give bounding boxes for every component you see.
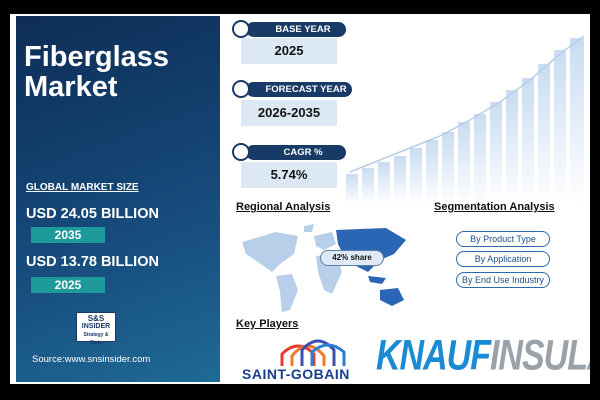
icon [232,143,250,161]
segment-pill: By End Use Industry [456,272,550,288]
logo-text: S&S [87,314,105,323]
brand: KNAUF [376,332,491,380]
share-annotation: 42% share [320,250,384,266]
stat-value: 5.74% [241,162,337,188]
source: Source:www.snsinsider.com [32,354,151,365]
section-title: Key Players [236,318,299,330]
title: Fiberglass Market [24,41,170,103]
logo: S&S INSIDER Strategy & Stats [76,312,116,346]
year-pill: 2035 [31,227,105,243]
logo-text: Strategy & Stats [83,332,109,346]
segment-pill: By Application [456,251,550,267]
infographic: Fiberglass Market GLOBAL MARKET SIZE USD… [10,14,590,384]
section-title: Regional Analysis [236,201,331,213]
saint-gobain-emblem [280,339,346,366]
market-value: USD 13.78 BILLION [26,254,159,270]
brand-suffix: INSULATION [489,332,590,380]
key-player: SAINT-GOBAIN [242,366,350,382]
segment-pill: By Product Type [456,231,550,247]
key-player: KNAUFINSULATION [376,332,590,381]
decorative-bars [346,35,585,204]
stat-value: 2026-2035 [241,100,337,126]
stat-label: BASE YEAR [246,22,346,37]
stat-label: CAGR % [246,145,346,160]
left-panel [16,16,220,382]
stat-label: FORECAST YEAR [246,82,352,97]
stat-value: 2025 [241,38,337,64]
year-pill: 2025 [31,277,105,293]
section-title: Segmentation Analysis [434,201,555,213]
icon [232,20,250,38]
world-map [242,224,406,312]
market-value: USD 24.05 BILLION [26,206,159,222]
market-size-label: GLOBAL MARKET SIZE [26,182,139,193]
icon [232,80,250,98]
logo-text: INSIDER [81,323,111,330]
